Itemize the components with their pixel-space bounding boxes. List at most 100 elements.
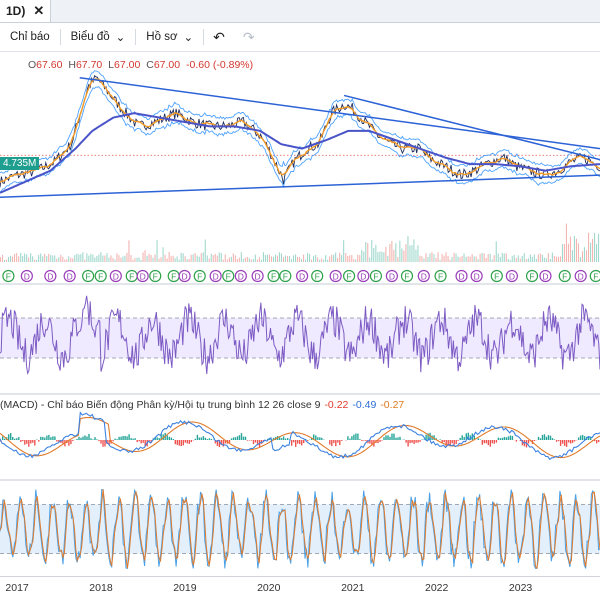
ohlc-legend: O67.60 H67.70 L67.00 C67.00 -0.60 (-0.89… [28,59,256,71]
macd-histogram-bar [598,440,599,442]
volume-bar [554,256,555,262]
volume-bar [588,233,589,262]
earnings-marker: F [194,271,205,282]
macd-histogram-bar [24,440,25,445]
dividend-marker: D [456,271,467,282]
macd-histogram-bar [231,438,232,440]
volume-bar [405,244,406,262]
macd-histogram-bar [283,437,284,441]
macd-histogram-bar [104,440,105,447]
macd-histogram-bar [116,439,117,440]
dividend-marker: D [506,271,517,282]
volume-bar [516,258,517,262]
macd-histogram-bar [233,437,234,440]
volume-bar [102,256,103,263]
macd-histogram-bar [287,438,288,440]
volume-bar [548,253,549,262]
macd-histogram-bar [464,437,465,440]
macd-histogram-bar [299,440,300,444]
high-value: 67.70 [76,59,102,71]
macd-histogram-bar [502,438,503,440]
indicators-button[interactable]: Chỉ báo [0,23,60,51]
volume-bar [185,256,186,262]
macd-histogram-bar [458,440,459,441]
volume-bar [371,240,372,262]
tab-chart[interactable]: 1D) ✕ [0,0,51,22]
volume-bar [500,257,501,262]
volume-bar [419,256,420,262]
earnings-marker: F [401,271,412,282]
volume-bar [18,256,19,262]
volume-bar [510,260,511,262]
volume-bar [327,260,328,262]
volume-bar [50,255,51,262]
macd-histogram-bar [88,434,89,440]
chevron-down-icon: ⌄ [183,30,193,44]
macd-histogram-bar [365,440,366,441]
volume-bar [524,253,525,262]
volume-bar [24,254,25,263]
macd-histogram-bar [548,435,549,440]
redo-icon[interactable]: ↷ [234,29,264,46]
volume-bar [16,253,17,262]
volume-bar [311,260,312,263]
macd-histogram-bar [239,435,240,440]
macd-histogram-bar [205,438,206,440]
volume-bar [243,259,244,262]
profile-button[interactable]: Hồ sơ ⌄ [136,23,203,51]
macd-histogram-bar [444,440,445,442]
macd-histogram-bar [32,440,33,443]
macd-histogram-bar [415,440,416,443]
macd-histogram-bar [46,436,47,440]
volume-bar [570,237,571,262]
volume-bar [506,253,507,262]
volume-bar [365,242,366,262]
earnings-marker: F [168,271,179,282]
volume-bar [159,259,160,262]
undo-icon[interactable]: ↶ [204,29,234,46]
volume-bar [98,255,99,263]
volume-bar [462,256,463,262]
macd-histogram-bar [112,440,113,441]
macd-histogram-bar [357,434,358,440]
volume-bar [62,257,63,262]
dividend-marker: D [21,271,32,282]
macd-histogram-bar [34,440,35,446]
marker-letter: D [458,272,464,282]
volume-bar [520,259,521,263]
volume-bar [197,256,198,262]
macd-histogram-bar [211,439,212,440]
dividend-marker: D [418,271,429,282]
dividend-marker: D [110,271,121,282]
macd-histogram-bar [50,437,51,440]
macd-histogram-bar [387,435,388,440]
volume-bar [22,256,23,262]
macd-histogram-bar [42,437,43,440]
volume-bar [281,253,282,262]
macd-histogram-bar [504,437,505,440]
volume-bar [502,253,503,262]
macd-histogram-bar [82,437,83,440]
chart-type-button[interactable]: Biểu đồ ⌄ [61,23,136,51]
volume-bar [363,252,364,262]
volume-bar [476,257,477,263]
macd-histogram-bar [281,438,282,440]
macd-histogram-bar [285,439,286,441]
volume-bar [544,258,545,262]
dividend-marker: D [210,271,221,282]
volume-bar [217,256,218,262]
macd-histogram-bar [44,438,45,440]
macd-histogram-bar [126,436,127,440]
volume-bar [466,257,467,262]
macd-histogram-bar [297,440,298,444]
volume-bar [273,257,274,262]
volume-bar [321,258,322,262]
volume-bar [353,259,354,262]
volume-bar [436,258,437,262]
macd-histogram-bar [183,440,184,445]
marker-letter: F [315,272,320,282]
close-icon[interactable]: ✕ [33,3,44,19]
volume-bar [66,259,67,262]
volume-bar [337,258,338,262]
